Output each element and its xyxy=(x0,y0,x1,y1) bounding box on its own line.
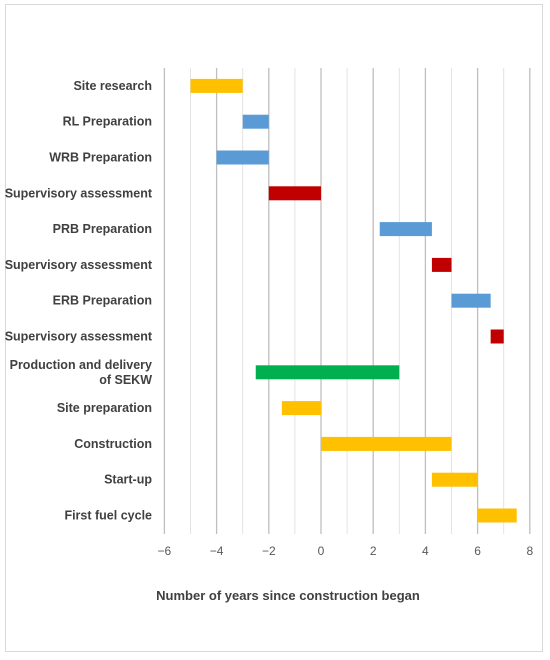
category-label: ERB Preparation xyxy=(53,294,152,308)
category-label: Construction xyxy=(74,437,152,451)
category-labels: Site research RL Preparation WRB Preparati… xyxy=(5,79,153,523)
category-label: RL Preparation xyxy=(63,115,152,129)
category-label: Production and delivery of SEKW xyxy=(10,358,153,387)
task-bar xyxy=(490,329,504,344)
task-bar xyxy=(242,114,269,129)
category-label: Supervisory assessment xyxy=(5,186,153,200)
chart-frame xyxy=(5,4,543,652)
task-bar xyxy=(321,436,452,451)
category-label: Start-up xyxy=(104,473,152,487)
x-tick-label: −6 xyxy=(158,544,172,558)
category-label: PRB Preparation xyxy=(53,222,152,236)
task-bar xyxy=(268,186,321,201)
x-axis-title: Number of years since construction began xyxy=(156,588,420,603)
task-bars xyxy=(190,78,517,523)
task-bar xyxy=(451,293,491,308)
x-tick-label: −2 xyxy=(262,544,276,558)
category-label: Supervisory assessment xyxy=(5,258,153,272)
task-bar xyxy=(431,472,478,487)
gridlines xyxy=(163,68,531,534)
category-label: Site research xyxy=(73,79,152,93)
x-tick-labels: −6 −4 −2 0 2 4 6 8 xyxy=(158,544,534,558)
x-tick-label: 0 xyxy=(318,544,325,558)
task-bar xyxy=(379,222,432,237)
x-tick-label: 4 xyxy=(422,544,429,558)
task-bar xyxy=(281,401,321,416)
task-bar xyxy=(190,78,243,93)
task-bar xyxy=(477,508,517,523)
category-label: First fuel cycle xyxy=(64,509,152,523)
x-tick-label: −4 xyxy=(210,544,224,558)
task-bar xyxy=(431,257,452,272)
category-label: WRB Preparation xyxy=(49,151,152,165)
task-bar xyxy=(255,365,400,380)
category-label: Site preparation xyxy=(57,401,152,415)
x-tick-label: 8 xyxy=(526,544,533,558)
category-label: Supervisory assessment xyxy=(5,330,153,344)
x-tick-label: 2 xyxy=(370,544,377,558)
x-tick-label: 6 xyxy=(474,544,481,558)
task-bar xyxy=(216,150,269,165)
